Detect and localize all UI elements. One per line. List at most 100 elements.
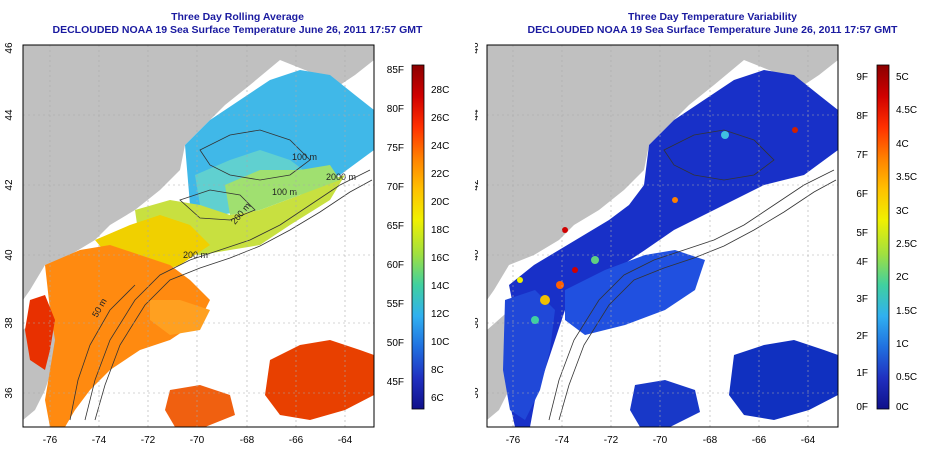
left-map-subtitle: DECLOUDED NOAA 19 Sea Surface Temperatur…: [52, 24, 423, 36]
right-map-area: [486, 44, 839, 428]
x-tick-label: -72: [141, 435, 156, 446]
colorbar-c-label: 12C: [431, 309, 449, 320]
colorbar-f-label: 6F: [856, 189, 868, 200]
colorbar-f-label: 0F: [856, 402, 868, 413]
colorbar-f-label: 3F: [856, 294, 868, 305]
y-tick-label: 42: [475, 179, 481, 191]
right-map-subtitle: DECLOUDED NOAA 19 Sea Surface Temperatur…: [527, 24, 898, 36]
y-tick-label: 46: [4, 42, 15, 54]
right-map-svg: -76 -74 -72 -70 -68 -66 -64 36 38 40 42 …: [475, 42, 917, 446]
colorbar-f-label: 55F: [387, 299, 404, 310]
variability-hotspots: [517, 127, 798, 324]
x-tick-label: -64: [801, 435, 816, 446]
y-tick-label: 38: [4, 317, 15, 329]
x-tick-label: -64: [338, 435, 353, 446]
variability-swath-offshore: [729, 340, 838, 420]
colorbar-c-label: 22C: [431, 169, 449, 180]
variability-swath-sw: [630, 380, 700, 427]
grid-lines: [487, 45, 838, 427]
y-tick-label: 40: [475, 249, 481, 261]
x-tick-label: -76: [43, 435, 58, 446]
colorbar-gradient: [411, 64, 425, 410]
colorbar-f-label: 60F: [387, 260, 404, 271]
left-y-axis: 36 38 40 42 44 46: [4, 42, 15, 399]
colorbar-c-label: 18C: [431, 225, 449, 236]
sst-swath-green: [225, 165, 340, 215]
variability-swath-south: [503, 290, 555, 420]
colorbar-c-label: 8C: [431, 365, 444, 376]
x-tick-label: -68: [240, 435, 255, 446]
colorbar-c-label: 24C: [431, 141, 449, 152]
colorbar-gradient: [876, 64, 890, 410]
contour-label: 100 m: [272, 187, 297, 197]
x-tick-label: -76: [506, 435, 521, 446]
contour-label: 2000 m: [326, 172, 356, 182]
sst-swath-warm: [45, 245, 210, 427]
colorbar-c-label: 10C: [431, 337, 449, 348]
contour-label: 200 m: [183, 250, 208, 260]
sst-swath-offshore-orange: [150, 300, 210, 335]
right-x-axis: -76 -74 -72 -70 -68 -66 -64: [506, 435, 816, 446]
colorbar-c-label: 0C: [896, 402, 909, 413]
colorbar-c-label: 26C: [431, 113, 449, 124]
sst-variability-panel: Three Day Temperature Variability DECLOU…: [475, 0, 950, 475]
variability-swath-blue: [565, 250, 705, 335]
x-tick-label: -68: [703, 435, 718, 446]
x-tick-label: -70: [653, 435, 668, 446]
colorbar-f-label: 80F: [387, 104, 404, 115]
sst-swath-hot: [25, 295, 55, 370]
right-y-axis: 36 38 40 42 44 46: [475, 42, 481, 399]
colorbar-f-label: 2F: [856, 331, 868, 342]
colorbar-c-label: 2.5C: [896, 239, 917, 250]
colorbar-f-label: 8F: [856, 111, 868, 122]
colorbar-c-label: 5C: [896, 72, 909, 83]
colorbar-f-label: 4F: [856, 257, 868, 268]
y-tick-label: 40: [4, 249, 15, 261]
sst-swath-offshore-hot: [265, 340, 374, 420]
left-map-area: 100 m 2000 m 100 m 200 m 50 m 200 m: [22, 44, 375, 428]
colorbar-c-label: 20C: [431, 197, 449, 208]
colorbar-c-label: 2C: [896, 272, 909, 283]
y-tick-label: 46: [475, 42, 481, 54]
x-tick-label: -70: [190, 435, 205, 446]
colorbar-c-label: 4.5C: [896, 105, 917, 116]
land-mass: [23, 45, 374, 300]
left-colorbar: 85F 80F 75F 70F 65F 60F 55F 50F 45F 28C …: [387, 64, 449, 410]
colorbar-f-label: 1F: [856, 368, 868, 379]
y-tick-label: 42: [4, 179, 15, 191]
colorbar-c-label: 0.5C: [896, 372, 917, 383]
colorbar-c-label: 1C: [896, 339, 909, 350]
y-tick-label: 36: [4, 387, 15, 399]
right-colorbar: 9F 8F 7F 6F 5F 4F 3F 2F 1F 0F 5C 4.5C 4C…: [856, 64, 917, 413]
colorbar-f-label: 65F: [387, 221, 404, 232]
colorbar-f-label: 9F: [856, 72, 868, 83]
colorbar-c-label: 6C: [431, 393, 444, 404]
colorbar-f-label: 70F: [387, 182, 404, 193]
colorbar-f-label: 50F: [387, 338, 404, 349]
colorbar-f-label: 7F: [856, 150, 868, 161]
left-map-svg: 100 m 2000 m 100 m 200 m 50 m 200 m -76: [4, 42, 449, 446]
colorbar-c-label: 3C: [896, 206, 909, 217]
x-tick-label: -74: [92, 435, 107, 446]
colorbar-c-label: 16C: [431, 253, 449, 264]
colorbar-f-label: 85F: [387, 65, 404, 76]
left-map-title: Three Day Rolling Average: [171, 11, 304, 23]
x-tick-label: -72: [604, 435, 619, 446]
colorbar-c-label: 3.5C: [896, 172, 917, 183]
y-tick-label: 44: [475, 109, 481, 121]
grid-lines: [23, 45, 374, 427]
x-tick-label: -66: [752, 435, 767, 446]
left-x-axis: -76 -74 -72 -70 -68 -66 -64: [43, 435, 353, 446]
contour-label: 100 m: [292, 152, 317, 162]
colorbar-c-label: 28C: [431, 85, 449, 96]
colorbar-c-label: 1.5C: [896, 306, 917, 317]
y-tick-label: 36: [475, 387, 481, 399]
colorbar-c-label: 4C: [896, 139, 909, 150]
land-mass: [487, 45, 838, 300]
colorbar-f-label: 75F: [387, 143, 404, 154]
y-tick-label: 38: [475, 317, 481, 329]
colorbar-f-label: 45F: [387, 377, 404, 388]
colorbar-c-label: 14C: [431, 281, 449, 292]
y-tick-label: 44: [4, 109, 15, 121]
x-tick-label: -74: [555, 435, 570, 446]
